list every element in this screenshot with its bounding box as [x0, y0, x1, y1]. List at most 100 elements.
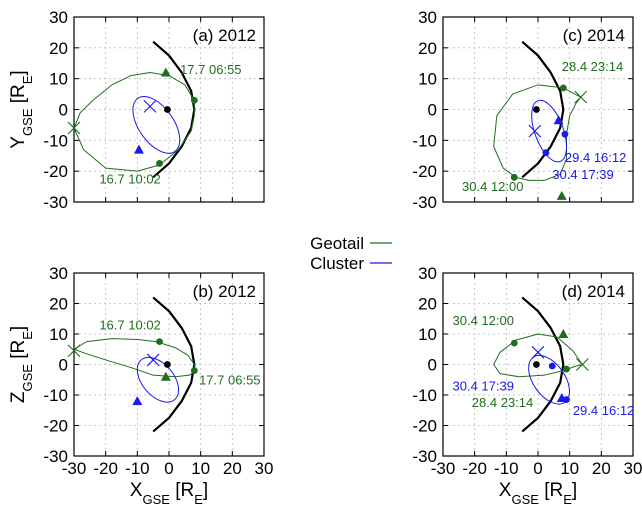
- time-annotation: 30.4 12:00: [453, 313, 514, 328]
- geotail-orbit: [73, 72, 195, 172]
- x-tick-label: 20: [592, 459, 611, 478]
- earth-dot-marker: [164, 106, 171, 113]
- geotail-dot-marker: [156, 160, 163, 167]
- geotail-cross-marker: [574, 90, 588, 104]
- cluster-cross-marker: [143, 100, 157, 113]
- geotail-dot-marker: [559, 84, 567, 92]
- x-tick-label: -30: [431, 459, 456, 478]
- x-tick-label: 30: [624, 459, 642, 478]
- time-annotation: 28.4 23:14: [562, 59, 623, 74]
- y-tick-label: 10: [49, 70, 68, 89]
- geotail-orbit: [493, 333, 583, 378]
- time-annotation: 30.4 12:00: [462, 179, 523, 194]
- x-tick-label: 0: [533, 459, 542, 478]
- y-tick-label: 30: [49, 8, 68, 27]
- panel-title: (b) 2012: [193, 282, 256, 301]
- y-axis-label: YGSE [RE]: [8, 70, 35, 148]
- time-annotation: 17.7 06:55: [180, 62, 241, 77]
- cluster-triangle-marker: [132, 396, 143, 406]
- panel-title: (d) 2014: [562, 282, 625, 301]
- y-tick-label: -20: [412, 417, 437, 436]
- y-axis-label: ZGSE [RE]: [8, 326, 35, 403]
- time-annotation: 28.4 23:14: [472, 395, 533, 410]
- y-tick-label: 30: [49, 264, 68, 283]
- y-tick-label: -20: [412, 162, 437, 181]
- x-tick-label: 20: [223, 459, 242, 478]
- geotail-dot-marker: [510, 339, 518, 347]
- time-annotation: 17.7 06:55: [199, 372, 260, 387]
- y-tick-label: -10: [43, 131, 68, 150]
- geotail-cross-marker: [575, 358, 589, 371]
- time-annotation: 29.4 16:12: [565, 150, 626, 165]
- y-tick-label: -10: [43, 386, 68, 405]
- geotail-cross-marker: [67, 344, 81, 358]
- cluster-triangle-marker: [553, 115, 564, 125]
- time-annotation: 30.4 17:39: [453, 378, 514, 393]
- geotail-dot-marker: [190, 367, 198, 374]
- y-tick-label: 20: [418, 295, 437, 314]
- y-tick-label: 30: [418, 8, 437, 27]
- geotail-dot-marker: [190, 96, 198, 104]
- magnetopause-curve: [521, 296, 565, 433]
- earth-dot-marker: [533, 361, 540, 368]
- y-tick-label: -30: [43, 193, 68, 212]
- panel-a: 30 20 10 0 -10 -20 -30 17.7 06:55 16.7 10:02 (a) …: [8, 8, 265, 212]
- geotail-cross-marker: [67, 121, 81, 135]
- y-tick-label: 20: [49, 39, 68, 58]
- panel-d: 30 20 10 0 -10 -20 -30-30 -20 -10 0 10 20 30 30.4 12:…: [412, 264, 642, 506]
- x-tick-label: 0: [164, 459, 173, 478]
- geotail-triangle-marker: [160, 67, 171, 77]
- panel-title: (a) 2012: [193, 26, 256, 45]
- panel-c: 30 20 10 0 -10 -20 -30 28.4 23:14 29.4 16:12 30.4…: [412, 8, 634, 212]
- time-annotation: 16.7 10:02: [99, 317, 160, 332]
- y-tick-label: 10: [418, 325, 437, 344]
- cluster-cross-marker: [146, 353, 160, 367]
- legend-label-cluster: Cluster: [310, 254, 364, 273]
- x-tick-label: -20: [93, 459, 118, 478]
- x-axis-label: XGSE [RE]: [130, 480, 208, 506]
- geotail-dot-marker: [563, 365, 570, 373]
- y-tick-label: 0: [59, 356, 68, 375]
- cluster-orbit: [132, 96, 181, 154]
- y-tick-label: -10: [412, 131, 437, 150]
- cluster-dot-marker: [542, 149, 550, 157]
- x-tick-label: -30: [62, 459, 87, 478]
- magnetopause-curve: [521, 40, 565, 179]
- geotail-orbit: [493, 84, 582, 181]
- geotail-dot-marker: [510, 173, 518, 181]
- x-tick-label: 10: [560, 459, 579, 478]
- geotail-orbit: [73, 338, 196, 378]
- x-axis-label: XGSE [RE]: [499, 480, 577, 506]
- y-tick-label: -20: [43, 162, 68, 181]
- geotail-dot-marker: [156, 338, 163, 346]
- panel-b: 30 20 10 0 -10 -20 -30-30 -20 -10 0 10 20 30 16.7 10:…: [8, 264, 273, 506]
- cluster-cross-marker: [528, 124, 542, 138]
- cluster-cross-marker: [531, 345, 545, 359]
- earth-dot-marker: [164, 361, 171, 368]
- y-tick-label: 20: [49, 295, 68, 314]
- panel-title: (c) 2014: [563, 26, 625, 45]
- y-tick-label: -30: [412, 193, 437, 212]
- time-annotation: 16.7 10:02: [99, 172, 160, 187]
- y-tick-label: 0: [428, 101, 437, 120]
- cluster-orbit: [531, 99, 567, 163]
- geotail-triangle-marker: [558, 329, 569, 338]
- cluster-orbit: [136, 356, 180, 403]
- y-tick-label: 0: [428, 356, 437, 375]
- y-tick-label: -30: [412, 447, 437, 466]
- x-tick-label: -10: [494, 459, 519, 478]
- x-tick-label: 30: [255, 459, 274, 478]
- cluster-dot-marker: [561, 130, 569, 138]
- earth-dot-marker: [533, 106, 540, 113]
- cluster-dot-marker: [548, 362, 556, 370]
- cluster-triangle-marker: [133, 144, 144, 154]
- y-tick-label: 10: [49, 325, 68, 344]
- legend-label-geotail: Geotail: [310, 234, 364, 253]
- y-tick-label: -30: [43, 447, 68, 466]
- y-tick-label: -10: [412, 386, 437, 405]
- x-tick-label: 10: [191, 459, 210, 478]
- time-annotation: 29.4 16:12: [573, 403, 634, 418]
- y-tick-label: 30: [418, 264, 437, 283]
